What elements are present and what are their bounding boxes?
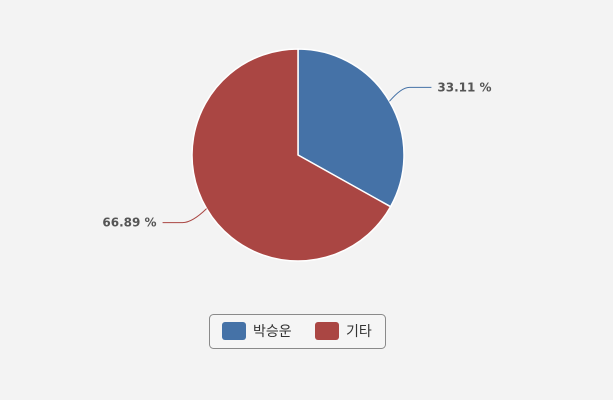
label-connector-0 <box>389 86 432 102</box>
legend-label: 박승운 <box>253 324 292 340</box>
pie-slices <box>191 48 405 262</box>
legend: 박승운 기타 <box>209 314 386 349</box>
legend-item-0[interactable]: 박승운 <box>222 322 292 340</box>
data-labels: 33.11 % 66.89 % <box>102 80 491 229</box>
pie-slice-0[interactable] <box>297 48 405 208</box>
legend-swatch <box>222 322 246 340</box>
label-connector-1 <box>162 208 207 224</box>
data-label-1: 66.89 % <box>102 216 156 230</box>
legend-box <box>209 314 386 349</box>
legend-label: 기타 <box>346 324 372 340</box>
data-label-0: 33.11 % <box>437 80 491 94</box>
legend-item-1[interactable]: 기타 <box>315 322 372 340</box>
legend-swatch <box>315 322 339 340</box>
label-connectors <box>162 86 432 224</box>
